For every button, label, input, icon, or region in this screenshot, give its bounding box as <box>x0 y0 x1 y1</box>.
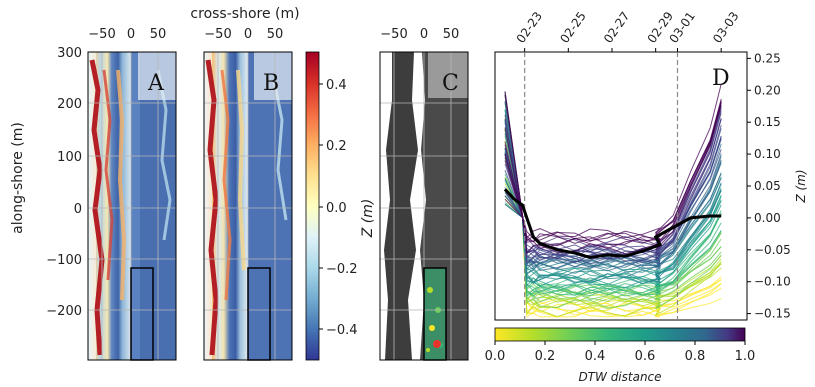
panel-d-ytick: −0.10 <box>754 275 791 289</box>
z-colorbar-label: Z (m) <box>360 199 376 239</box>
panel-b-berm-line <box>236 69 246 271</box>
panel-b-dune-line <box>205 59 219 356</box>
panel-c-xtick: 50 <box>443 27 460 42</box>
panel-b-xtick: −50 <box>204 27 231 42</box>
panel-b-xtick: 0 <box>244 27 252 42</box>
panel-c-frame <box>379 51 469 361</box>
dtw-colorbar-tick: 0.0 <box>485 349 506 364</box>
panel-a-ytick: 300 <box>57 46 82 61</box>
dtw-colorbar-tick: 0.8 <box>685 349 706 364</box>
panel-d-y-axis-title: Z (m) <box>794 169 808 203</box>
panel-a-xtick: 0 <box>127 27 135 42</box>
panel-c-beach-mask <box>384 52 418 360</box>
panel-d-ytick: 0.05 <box>754 179 781 193</box>
z-colorbar-tick: 0.2 <box>326 139 347 154</box>
panel-a-ytick: 0 <box>74 202 82 217</box>
panel-d-xtick: 03-03 <box>710 9 741 46</box>
z-colorbar-ticks: 0.4 0.2 0.0 −0.2 −0.4 <box>326 78 358 338</box>
panel-d-member-series <box>504 109 722 281</box>
dtw-colorbar-tick: 0.6 <box>635 349 656 364</box>
panel-a: A −50 0 50 300 200 100 0 −100 −200 <box>46 27 177 361</box>
panel-c-letter: C <box>442 71 459 96</box>
panel-c: C −50 0 50 <box>379 27 469 361</box>
z-colorbar: 0.4 0.2 0.0 −0.2 −0.4 Z (m) <box>305 51 376 361</box>
panel-c-x-ticks: −50 0 50 <box>380 27 459 42</box>
panel-d-ytick: 0.15 <box>754 115 781 129</box>
z-colorbar-tick: −0.4 <box>326 323 358 338</box>
panel-d-mean-series <box>503 188 722 260</box>
panel-c-star-marker <box>433 340 441 348</box>
dtw-colorbar-label: DTW distance <box>578 370 661 384</box>
panel-a-dune-line <box>89 59 105 356</box>
panel-a-ytick: 100 <box>57 150 82 165</box>
panel-a-y-ticks: 300 200 100 0 −100 −200 <box>46 46 82 319</box>
dtw-colorbar-tick: 0.2 <box>535 349 556 364</box>
panel-d-member-series <box>504 94 722 244</box>
dtw-colorbar-tick: 0.4 <box>585 349 606 364</box>
panel-d-frame <box>494 51 748 321</box>
z-colorbar-gradient <box>305 51 320 361</box>
panel-d: D 0.25 0.20 0.15 0.10 0.05 0.00 −0.05 −0.10 −0.1… <box>485 9 808 384</box>
panel-b-left-edge <box>204 52 212 360</box>
panel-c-xtick: −50 <box>380 27 407 42</box>
panel-d-xtick: 02-25 <box>557 9 588 46</box>
panel-a-no-data-patch <box>138 52 176 100</box>
panel-d-xtick: 02-23 <box>514 9 545 46</box>
dtw-colorbar-tick: 1.0 <box>735 349 756 364</box>
panel-d-ytick: 0.20 <box>754 83 781 97</box>
panel-d-xtick: 02-27 <box>601 9 632 46</box>
panel-a-ytick: 200 <box>57 97 82 112</box>
panel-b-frame <box>203 51 293 361</box>
panel-a-ytick: −100 <box>46 253 82 268</box>
panel-a-ytick: −200 <box>46 304 82 319</box>
panel-a-letter: A <box>147 71 165 96</box>
panel-a-frame <box>87 51 177 361</box>
z-colorbar-tick: 0.0 <box>326 201 347 216</box>
dtw-colorbar-ticks: 0.0 0.2 0.4 0.6 0.8 1.0 <box>485 341 756 364</box>
panel-d-member-series <box>504 83 722 239</box>
panel-d-ytick: −0.05 <box>754 243 791 257</box>
panel-d-ytick: −0.15 <box>754 307 791 321</box>
panel-b-no-data-patch <box>254 52 292 100</box>
panel-b-x-ticks: −50 0 50 <box>204 27 283 42</box>
z-colorbar-tick: 0.4 <box>326 78 347 93</box>
cross-shore-axis-title: cross-shore (m) <box>190 6 299 22</box>
dtw-colorbar-gradient <box>494 327 746 342</box>
panel-a-xtick: 50 <box>150 27 167 42</box>
panel-d-ytick: 0.25 <box>754 51 781 65</box>
along-shore-axis-title: along-shore (m) <box>10 122 26 234</box>
panel-d-member-series <box>504 100 722 255</box>
z-colorbar-tick: −0.2 <box>326 262 358 277</box>
panel-c-xtick: 0 <box>420 27 428 42</box>
panel-a-left-edge <box>88 52 96 360</box>
panel-d-letter: D <box>712 66 730 91</box>
panel-b-letter: B <box>263 71 279 96</box>
panel-d-ytick: 0.10 <box>754 147 781 161</box>
panel-d-ytick: 0.00 <box>754 211 781 225</box>
panel-d-member-series <box>504 118 722 264</box>
panel-a-xtick: −50 <box>88 27 115 42</box>
panel-b: B −50 0 50 <box>203 27 293 361</box>
panel-b-xtick: 50 <box>267 27 284 42</box>
panel-d-y-ticks: 0.25 0.20 0.15 0.10 0.05 0.00 −0.05 −0.10 −0.15 <box>747 51 791 321</box>
panel-a-x-ticks: −50 0 50 <box>88 27 166 42</box>
panel-c-lighter-patch <box>428 52 468 98</box>
panel-d-event-lines <box>524 52 679 320</box>
